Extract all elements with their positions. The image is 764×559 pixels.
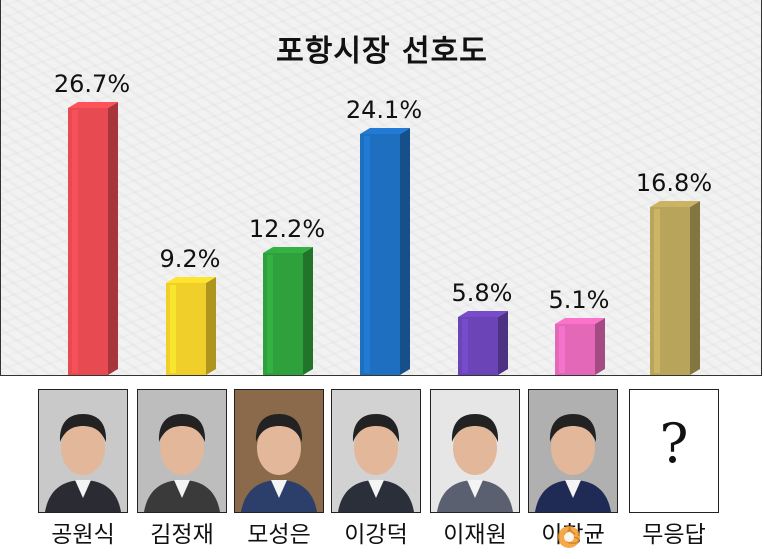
candidate-name: 이재원: [443, 522, 507, 548]
data-label-김정재: 9.2%: [160, 245, 221, 273]
bar-chart: 26.7% 9.2% 12.2% 24.1% 5.8% 5.1% 16.8%: [54, 70, 712, 375]
question-mark-icon: ?: [629, 389, 719, 513]
portrait-icon: [234, 389, 324, 513]
candidate-name: 이강덕: [344, 522, 408, 548]
candidate-name: 모성은: [247, 522, 311, 548]
portrait-icon: [38, 389, 128, 513]
candidate-card: ? 무응답: [629, 389, 719, 549]
logo-watermark-icon: [558, 526, 580, 548]
bar-공원식: [68, 102, 118, 375]
candidate-card: 이재원: [430, 389, 520, 549]
candidate-name: 김정재: [150, 522, 214, 548]
bar-이창균: [555, 318, 605, 375]
data-label-모성은: 12.2%: [249, 215, 325, 243]
bar-이재원: [458, 311, 508, 375]
candidate-name: 공원식: [51, 522, 115, 548]
candidate-card: 이창균: [528, 389, 618, 549]
bar-김정재: [166, 277, 216, 375]
candidate-card: 공원식: [38, 389, 128, 549]
portrait-icon: [137, 389, 227, 513]
data-label-무응답: 16.8%: [636, 169, 712, 197]
candidate-name: 무응답: [642, 522, 706, 548]
bar-이강덕: [360, 128, 410, 375]
data-label-공원식: 26.7%: [54, 70, 130, 98]
portrait-icon: [331, 389, 421, 513]
data-label-이강덕: 24.1%: [346, 96, 422, 124]
candidate-card: 이강덕: [331, 389, 421, 549]
portrait-icon: [528, 389, 618, 513]
data-label-이창균: 5.1%: [549, 286, 610, 314]
question-mark-symbol: ?: [659, 412, 689, 475]
chart-title: 포항시장 선호도: [276, 34, 488, 69]
portrait-icon: [430, 389, 520, 513]
bar-모성은: [263, 247, 313, 375]
data-label-이재원: 5.8%: [452, 279, 513, 307]
candidate-card: 김정재: [137, 389, 227, 549]
candidate-card: 모성은: [234, 389, 324, 549]
bar-무응답: [650, 201, 700, 375]
